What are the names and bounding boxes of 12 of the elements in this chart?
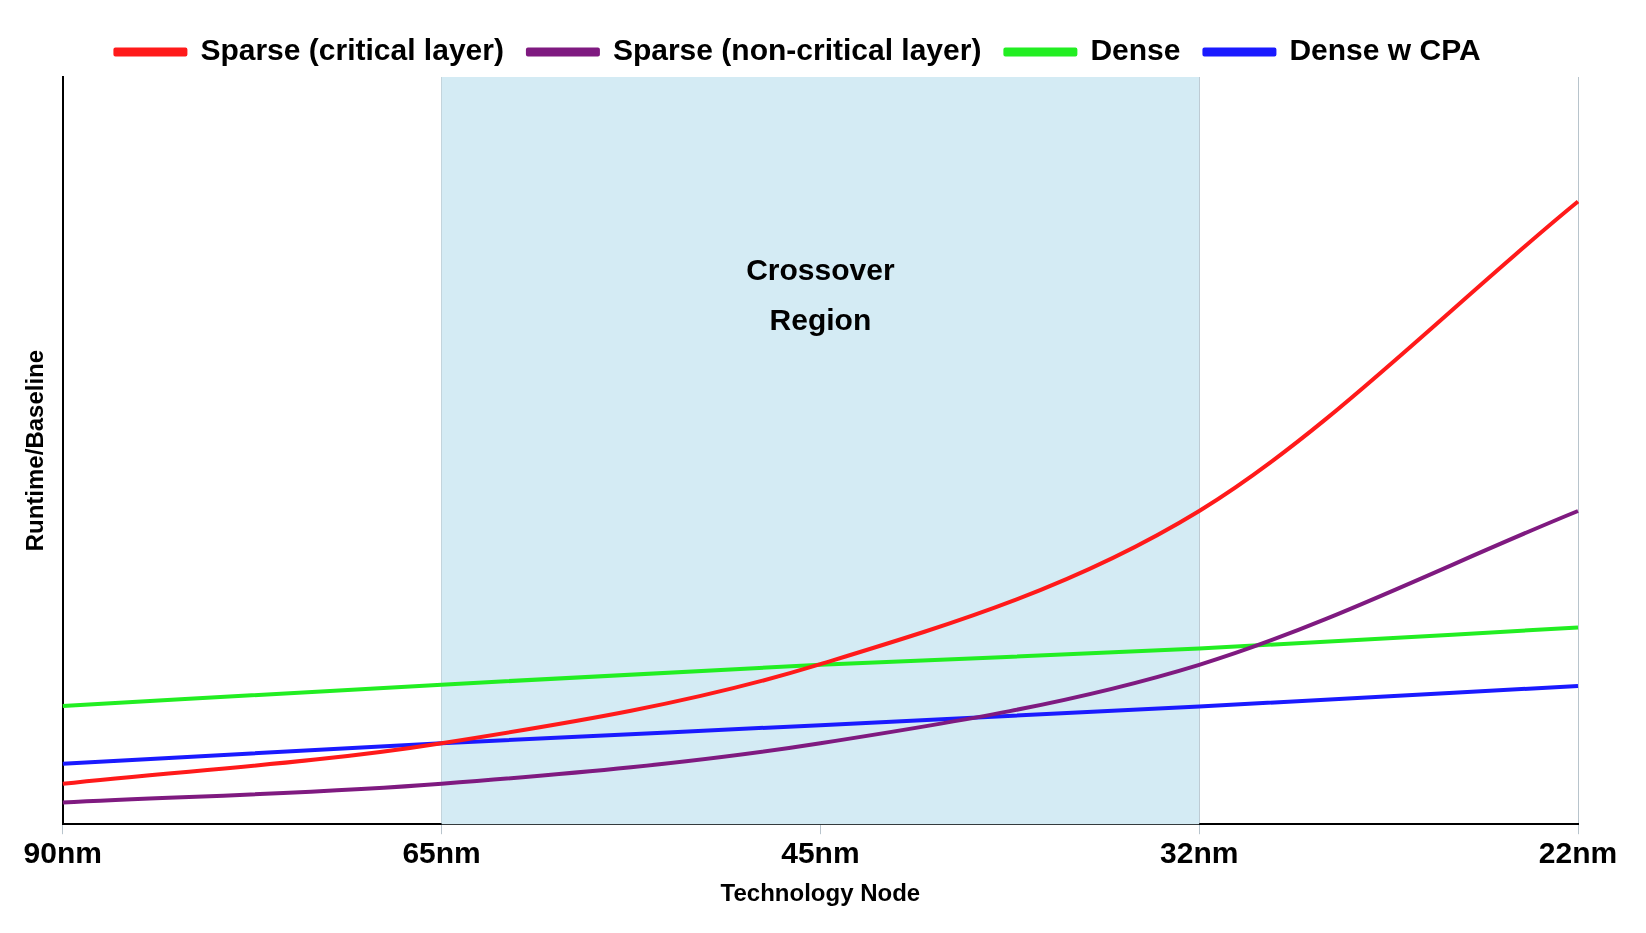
x-tick-label: 90nm — [23, 836, 102, 870]
x-tick-label: 22nm — [1538, 836, 1618, 870]
band-label: Crossover Region — [746, 253, 895, 337]
legend-label: Dense — [1090, 33, 1181, 67]
x-axis-title: Technology Node — [720, 879, 921, 907]
legend-label: Sparse (critical layer) — [200, 33, 504, 67]
legend-label: Sparse (non-critical layer) — [612, 33, 982, 67]
y-axis-title: Runtime/Baseline — [21, 349, 49, 552]
x-tick-label: 45nm — [781, 836, 860, 870]
x-tick-label: 32nm — [1160, 836, 1239, 870]
legend-label: Dense w CPA — [1289, 33, 1481, 67]
x-tick-label: 65nm — [402, 836, 481, 870]
